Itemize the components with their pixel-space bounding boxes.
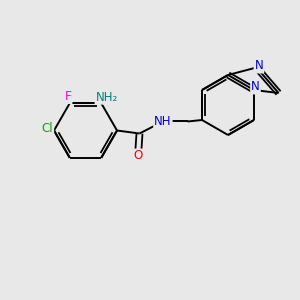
Text: O: O [134, 149, 142, 163]
Text: NH₂: NH₂ [95, 91, 118, 104]
Text: N: N [254, 59, 263, 73]
Text: Cl: Cl [42, 122, 53, 136]
Text: N: N [251, 80, 260, 94]
Text: NH: NH [154, 115, 172, 128]
Text: F: F [65, 90, 72, 103]
